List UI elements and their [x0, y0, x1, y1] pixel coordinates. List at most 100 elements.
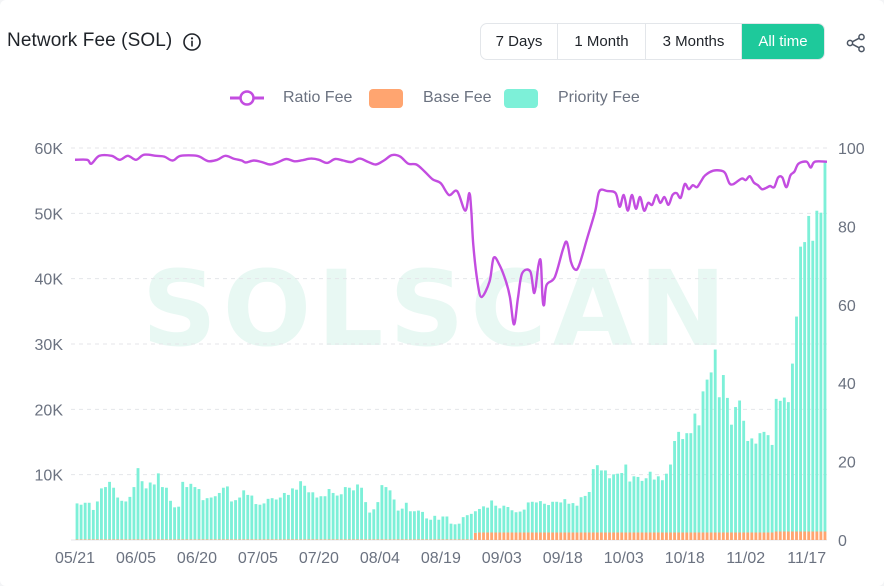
priority-fee-bar	[559, 502, 563, 533]
base-fee-bar	[120, 539, 124, 540]
chart-title: Network Fee (SOL)	[7, 30, 173, 51]
priority-fee-bar	[713, 349, 717, 533]
base-fee-bar	[307, 539, 311, 540]
base-fee-bar	[709, 532, 713, 540]
base-fee-bar	[282, 539, 286, 540]
legend-ratio-fee[interactable]: Ratio Fee	[229, 84, 352, 112]
base-fee-bar	[91, 539, 95, 540]
axes: 10K 20K 30K 40K 50K 60K 0 20 40 60 80 100 05/21 06/05…	[35, 141, 865, 567]
base-fee-bar	[433, 539, 437, 540]
info-icon[interactable]	[182, 32, 202, 52]
priority-fee-bar	[173, 507, 177, 540]
base-fee-bar	[547, 532, 550, 540]
base-fee-bar	[441, 539, 445, 540]
base-fee-bar	[608, 532, 611, 540]
chart-legend: Ratio Fee Base Fee Priority Fee	[0, 84, 884, 112]
range-3-months-button[interactable]: 3 Months	[646, 24, 742, 59]
base-fee-bar	[140, 539, 144, 540]
time-range-selector: 7 Days 1 Month 3 Months All time	[480, 23, 825, 60]
priority-fee-bar	[213, 496, 217, 540]
legend-priority-fee[interactable]: Priority Fee	[504, 84, 640, 112]
priority-fee-bar	[193, 487, 197, 540]
base-fee-bar	[189, 539, 193, 540]
base-fee-bar	[632, 532, 636, 540]
priority-fee-bar	[156, 473, 160, 540]
priority-fee-bar	[543, 503, 546, 533]
priority-fee-bar	[148, 482, 152, 540]
priority-fee-bar	[124, 501, 128, 540]
base-fee-bar	[791, 531, 794, 540]
range-1-month-button[interactable]: 1 Month	[558, 24, 646, 59]
base-fee-bar	[95, 539, 99, 540]
priority-fee-bar	[604, 470, 607, 533]
base-fee-bar	[754, 532, 758, 540]
base-fee-bar	[457, 539, 461, 540]
legend-ratio-marker	[230, 90, 264, 106]
priority-fee-bar	[128, 496, 132, 540]
base-fee-bar	[299, 539, 303, 540]
priority-fee-bar	[534, 502, 538, 533]
priority-fee-bar	[665, 473, 668, 533]
priority-fee-bar	[87, 502, 91, 540]
priority-fee-bar	[250, 495, 254, 540]
priority-fee-bar	[486, 507, 490, 533]
priority-fee-bar	[786, 402, 790, 532]
base-fee-bar	[356, 539, 359, 540]
base-fee-bar	[644, 532, 648, 540]
base-fee-bar	[254, 539, 258, 540]
base-fee-bar	[665, 532, 668, 540]
priority-fee-bar	[205, 498, 209, 540]
priority-fee-bar	[335, 495, 339, 540]
priority-fee-bar	[185, 487, 189, 540]
base-fee-bar	[160, 539, 164, 540]
priority-fee-bar	[717, 397, 721, 533]
range-all-time-button[interactable]: All time	[742, 24, 824, 59]
base-fee-bar	[156, 539, 160, 540]
ratio-line-series	[74, 153, 828, 326]
base-fee-bar	[132, 539, 136, 540]
priority-fee-bar	[412, 511, 416, 540]
priority-fee-bar	[160, 487, 164, 540]
priority-fee-bar	[807, 215, 811, 532]
base-fee-bar	[555, 532, 559, 540]
priority-fee-bar	[144, 488, 148, 540]
base-fee-bar	[429, 539, 433, 540]
legend-priority-swatch	[504, 88, 538, 108]
base-fee-bar	[408, 539, 412, 540]
priority-fee-bar	[620, 473, 624, 533]
x-tick-label: 06/05	[116, 550, 156, 567]
grid	[71, 147, 827, 541]
priority-fee-bar	[79, 504, 83, 540]
base-fee-bar	[539, 532, 542, 540]
range-7-days-button[interactable]: 7 Days	[481, 24, 558, 59]
priority-fee-bar	[697, 425, 701, 533]
priority-fee-bar	[616, 473, 620, 533]
priority-fee-bar	[482, 506, 485, 533]
priority-fee-bar	[352, 490, 355, 540]
priority-fee-bar	[526, 502, 530, 533]
chart-header: Network Fee (SOL) 7 Days 1 Month 3 Month…	[0, 22, 884, 62]
base-fee-bar	[193, 539, 197, 540]
base-fee-bar	[278, 539, 282, 540]
base-fee-bar	[201, 539, 205, 540]
legend-ratio-label: Ratio Fee	[283, 89, 353, 106]
priority-fee-bar	[396, 510, 400, 540]
base-fee-bar	[181, 539, 185, 540]
priority-fee-bar	[104, 487, 107, 540]
x-tick-label: 11/17	[787, 550, 826, 567]
share-icon[interactable]	[845, 32, 867, 54]
base-fee-bar	[128, 539, 132, 540]
y-left-tick-label: 30K	[35, 337, 64, 354]
base-fee-bar	[473, 532, 477, 540]
priority-fee-bar	[811, 240, 815, 532]
legend-base-fee[interactable]: Base Fee	[369, 84, 491, 112]
priority-fee-bar	[83, 502, 87, 540]
priority-fee-bar	[388, 490, 392, 540]
priority-fee-bar	[652, 479, 656, 533]
priority-fee-bar	[221, 487, 225, 540]
priority-fee-bar	[693, 413, 697, 533]
base-fee-bar	[612, 532, 616, 540]
priority-fee-bar	[307, 492, 311, 540]
priority-fee-bar	[778, 400, 782, 532]
priority-fee-bar	[246, 494, 250, 540]
